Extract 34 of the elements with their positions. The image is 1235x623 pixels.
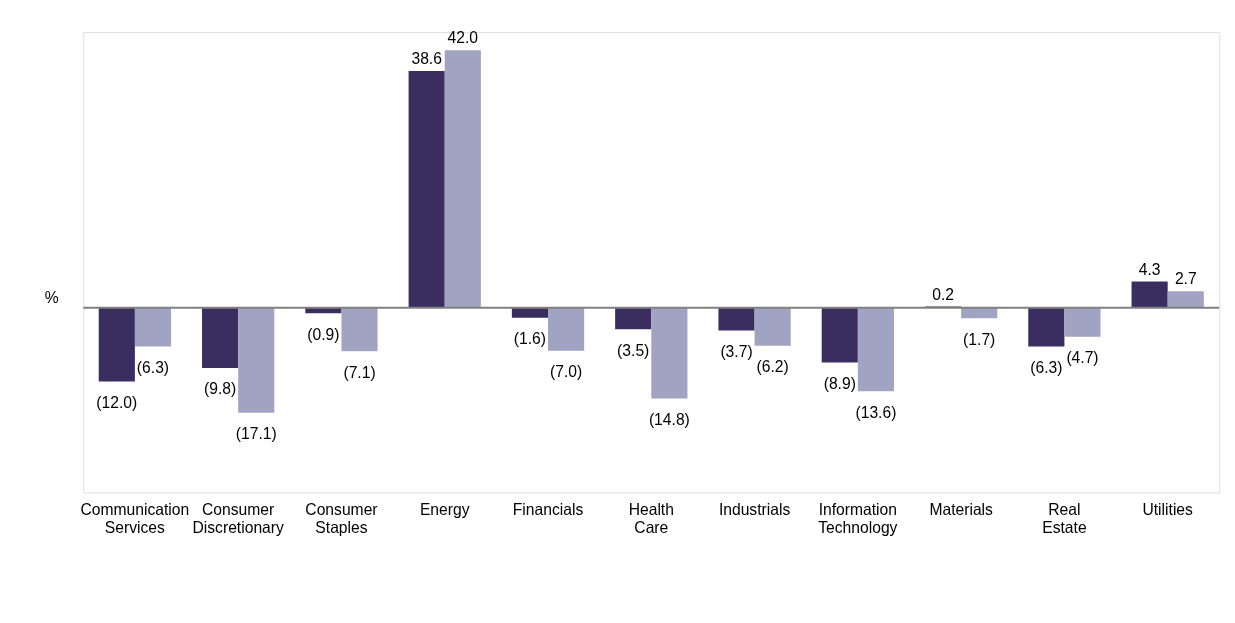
- x-tick-label: Industrials: [718, 501, 791, 519]
- data-label: (14.8): [648, 411, 690, 429]
- x-tick-label: Financials: [512, 501, 584, 519]
- data-label: (3.7): [720, 342, 753, 360]
- data-label: (1.6): [513, 330, 547, 348]
- x-tick-label: Energy: [419, 501, 470, 519]
- data-label: (3.5): [617, 341, 650, 359]
- data-label: (12.0): [96, 393, 138, 411]
- x-tick-label: Real Estate: [1042, 501, 1087, 537]
- data-label: (13.6): [855, 403, 897, 421]
- data-label: (1.7): [963, 330, 996, 348]
- x-tick-label: Materials: [929, 501, 994, 519]
- x-tick-label: Consumer Discretionary: [192, 501, 285, 537]
- data-label: (17.1): [235, 425, 277, 443]
- data-label: (9.8): [203, 380, 237, 398]
- data-label: 38.6: [411, 50, 443, 68]
- data-label: 4.3: [1138, 260, 1161, 278]
- x-tick-label: Communication Services: [80, 501, 190, 537]
- data-label: 42.0: [447, 29, 479, 47]
- x-tick-label: Information Technology: [818, 501, 898, 537]
- data-label: 0.2: [932, 285, 954, 303]
- data-label: (6.3): [1030, 358, 1063, 376]
- data-label: (6.2): [756, 358, 789, 376]
- x-tick-label: Health Care: [628, 501, 674, 537]
- data-label: 2.7: [1174, 270, 1197, 288]
- x-tick-label: Consumer Staples: [305, 501, 378, 537]
- data-label: (8.9): [823, 374, 856, 392]
- data-label: (0.9): [307, 325, 340, 343]
- x-tick-label: Utilities: [1142, 501, 1194, 519]
- data-label: (7.0): [549, 363, 583, 381]
- data-label: (6.3): [136, 358, 170, 376]
- data-label: (4.7): [1066, 349, 1099, 367]
- data-label: (7.1): [343, 363, 376, 381]
- y-axis-title: %: [44, 288, 59, 306]
